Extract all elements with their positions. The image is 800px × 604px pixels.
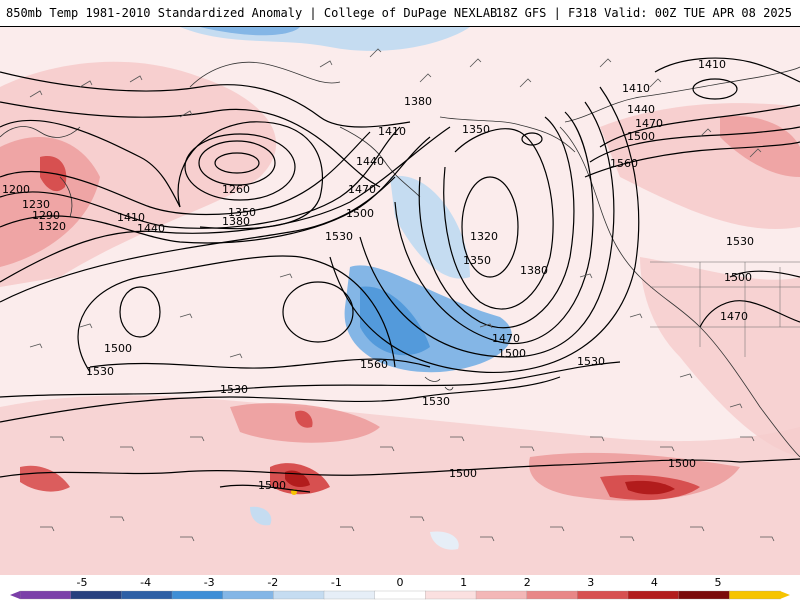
contour-label: 1260 bbox=[222, 183, 250, 196]
colorbar-cell bbox=[323, 590, 376, 600]
header: 850mb Temp 1981-2010 Standardized Anomal… bbox=[0, 0, 800, 27]
contour-label: 1500 bbox=[449, 467, 477, 480]
colorbar-low-arrow bbox=[10, 591, 20, 599]
contour-label: 1440 bbox=[356, 155, 384, 168]
state-borders bbox=[650, 261, 800, 357]
colorbar-cell bbox=[526, 590, 578, 600]
contour-label: 1320 bbox=[38, 220, 66, 233]
contour-label: 1470 bbox=[635, 117, 663, 130]
colorbar-tick-label: -4 bbox=[140, 576, 151, 589]
colorbar-cell bbox=[222, 590, 274, 600]
map-title: 850mb Temp 1981-2010 Standardized Anomal… bbox=[6, 6, 498, 20]
contour-label: 1410 bbox=[622, 82, 650, 95]
contour-label: 1290 bbox=[32, 209, 60, 222]
colorbar-cell bbox=[627, 590, 680, 600]
contour-label: 1350 bbox=[463, 254, 491, 267]
map-svg: 1200 1230 1260 1290 1320 1320 1350 1350 … bbox=[0, 27, 800, 575]
contour-label: 1440 bbox=[137, 222, 165, 235]
anomaly-map: 1200 1230 1260 1290 1320 1320 1350 1350 … bbox=[0, 27, 800, 575]
contour-label: 1470 bbox=[348, 183, 376, 196]
contour-label: 1500 bbox=[498, 347, 526, 360]
contour-label: 1440 bbox=[627, 103, 655, 116]
contour-label: 1350 bbox=[228, 206, 256, 219]
contour-label: 1560 bbox=[610, 157, 638, 170]
contour-label: 1500 bbox=[724, 271, 752, 284]
contour-label: 1500 bbox=[258, 479, 286, 492]
anomaly-shading bbox=[0, 27, 800, 575]
contour-label: 1200 bbox=[2, 183, 30, 196]
colorbar-tick-label: -3 bbox=[204, 576, 215, 589]
colorbar-tick-label: -2 bbox=[267, 576, 278, 589]
contour-label: 1500 bbox=[668, 457, 696, 470]
colorbar-tick-label: 2 bbox=[524, 576, 531, 589]
colorbar-svg: -5 -4 -3 -2 -1 0 1 2 3 4 5 bbox=[10, 576, 790, 600]
colorbar-tick-labels: -5 -4 -3 -2 -1 0 1 2 3 4 5 bbox=[77, 576, 722, 589]
contour-label: 1320 bbox=[470, 230, 498, 243]
colorbar-tick-label: -5 bbox=[77, 576, 88, 589]
colorbar-cell bbox=[678, 590, 730, 600]
contour-label: 1500 bbox=[104, 342, 132, 355]
contour-label: 1230 bbox=[22, 198, 50, 211]
colorbar: -5 -4 -3 -2 -1 0 1 2 3 4 5 bbox=[0, 575, 800, 600]
colorbar-cell bbox=[19, 590, 72, 600]
contour-label: 1380 bbox=[222, 215, 250, 228]
colorbar-tick-label: 5 bbox=[715, 576, 722, 589]
contour-label: 1560 bbox=[360, 358, 388, 371]
colorbar-high-arrow bbox=[780, 591, 790, 599]
contour-label: 1530 bbox=[422, 395, 450, 408]
contour-label: 1410 bbox=[378, 125, 406, 138]
contour-label: 1500 bbox=[346, 207, 374, 220]
colorbar-tick-label: -1 bbox=[331, 576, 342, 589]
height-contours bbox=[0, 57, 800, 493]
colorbar-cell bbox=[273, 590, 325, 600]
colorbar-tick-label: 0 bbox=[397, 576, 404, 589]
colorbar-cell bbox=[171, 590, 224, 600]
colorbar-cell bbox=[475, 590, 528, 600]
wind-barbs bbox=[29, 48, 775, 542]
colorbar-cell bbox=[70, 590, 122, 600]
colorbar-cells bbox=[19, 590, 781, 600]
contour-label: 1530 bbox=[726, 235, 754, 248]
colorbar-cell bbox=[374, 590, 426, 600]
run-valid-time: 18Z GFS | F318 Valid: 00Z TUE APR 08 202… bbox=[495, 6, 792, 20]
colorbar-cell bbox=[729, 590, 781, 600]
colorbar-tick-label: 3 bbox=[587, 576, 594, 589]
contour-label: 1530 bbox=[577, 355, 605, 368]
contour-label: 1410 bbox=[117, 211, 145, 224]
colorbar-cell bbox=[577, 590, 629, 600]
contour-label: 1470 bbox=[720, 310, 748, 323]
colorbar-tick-label: 4 bbox=[651, 576, 658, 589]
colorbar-cell bbox=[425, 590, 477, 600]
contour-label: 1530 bbox=[86, 365, 114, 378]
contour-label: 1530 bbox=[220, 383, 248, 396]
colorbar-tick-label: 1 bbox=[460, 576, 467, 589]
contour-label: 1410 bbox=[698, 58, 726, 71]
contour-label: 1380 bbox=[404, 95, 432, 108]
colorbar-cell bbox=[121, 590, 173, 600]
contour-label: 1530 bbox=[325, 230, 353, 243]
contour-label: 1500 bbox=[627, 130, 655, 143]
contour-label: 1380 bbox=[520, 264, 548, 277]
contour-labels: 1200 1230 1260 1290 1320 1320 1350 1350 … bbox=[2, 58, 754, 492]
contour-label: 1470 bbox=[492, 332, 520, 345]
coastlines bbox=[0, 61, 800, 458]
contour-label: 1350 bbox=[462, 123, 490, 136]
